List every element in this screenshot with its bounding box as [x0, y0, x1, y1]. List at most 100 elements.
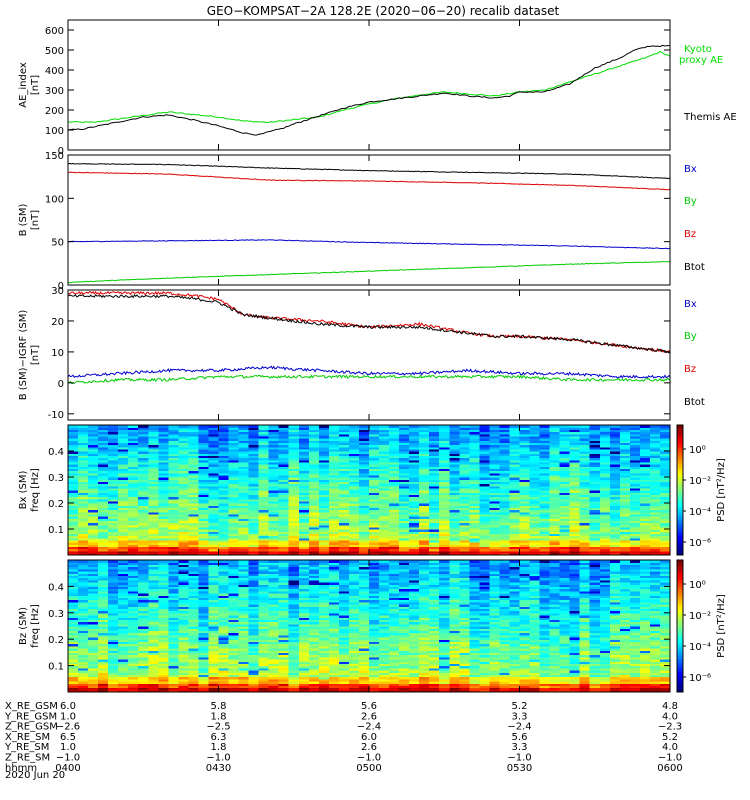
spectrogram-cell: [178, 575, 189, 579]
spectrogram-cell: [208, 639, 220, 642]
spectrogram-cell: [168, 619, 179, 623]
spectrogram-cell: [529, 490, 541, 493]
spectrogram-cell: [178, 451, 189, 454]
spectrogram-cell: [659, 511, 671, 515]
spectrogram-cell: [78, 564, 89, 568]
spectrogram-cell: [218, 571, 230, 574]
spectrogram-cell: [449, 457, 460, 461]
spectrogram-cell: [168, 654, 179, 658]
spectrogram-cell: [338, 535, 350, 539]
spectrogram-cell: [489, 464, 501, 467]
spectrogram-cell: [489, 529, 501, 532]
spectrogram-cell: [399, 448, 410, 452]
spectrogram-cell: [569, 431, 581, 435]
spectrogram-cell: [118, 451, 129, 454]
spectrogram-cell: [338, 496, 350, 500]
spectrogram-cell: [78, 632, 89, 636]
spectrogram-cell: [168, 685, 179, 689]
spectrogram-cell: [158, 546, 169, 550]
spectrogram-cell: [449, 542, 460, 545]
spectrogram-cell: [208, 552, 220, 556]
spectrogram-cell: [348, 498, 360, 502]
spectrogram-cell: [479, 537, 490, 541]
spectrogram-cell: [138, 464, 149, 467]
spectrogram-cell: [599, 531, 611, 534]
spectrogram-cell: [128, 641, 139, 645]
spectrogram-cell: [188, 509, 200, 513]
spectrogram-cell: [178, 466, 189, 469]
spectrogram-cell: [539, 531, 551, 534]
spectrogram-cell: [258, 520, 270, 524]
spectrogram-cell: [379, 531, 390, 534]
spectrogram-cell: [218, 546, 230, 550]
spectrogram-cell: [369, 435, 380, 439]
spectrogram-cell: [479, 461, 490, 465]
spectrogram-cell: [128, 477, 139, 480]
spectrogram-cell: [108, 524, 119, 528]
spectrogram-cell: [138, 457, 149, 461]
spectrogram-cell: [459, 438, 470, 441]
spectrogram-cell: [208, 446, 220, 450]
spectrogram-cell: [148, 639, 159, 642]
spectrogram-cell: [138, 610, 149, 614]
spectrogram-cell: [519, 524, 531, 528]
spectrogram-cell: [208, 503, 220, 506]
spectrogram-cell: [128, 542, 139, 545]
spectrogram-cell: [218, 608, 230, 612]
spectrogram-cell: [649, 464, 661, 467]
spectrogram-cell: [238, 566, 250, 570]
spectrogram-cell: [188, 663, 200, 667]
spectrogram-cell: [338, 546, 350, 550]
spectrogram-cell: [449, 505, 460, 508]
spectrogram-cell: [559, 552, 571, 556]
spectrogram-cell: [238, 516, 250, 519]
spectrogram-cell: [128, 606, 139, 609]
colorbar-step: [677, 457, 683, 462]
spectrogram-cell: [238, 604, 250, 607]
spectrogram-cell: [639, 453, 651, 456]
spectrogram-cell: [519, 494, 531, 498]
spectrogram-cell: [198, 689, 210, 693]
spectrogram-cell: [318, 483, 330, 487]
spectrogram-cell: [78, 672, 89, 675]
spectrogram-cell: [258, 619, 270, 623]
colorbar-tick-label: 10⁻⁶: [689, 538, 711, 549]
spectrogram-cell: [128, 438, 139, 441]
spectrogram-cell: [88, 617, 99, 620]
spectrogram-cell: [68, 597, 79, 601]
spectrogram-cell: [248, 597, 260, 601]
spectrogram-cell: [348, 461, 360, 465]
spectrogram-cell: [369, 464, 380, 467]
spectrogram-cell: [98, 568, 109, 572]
spectrogram-cell: [629, 457, 641, 461]
spectrogram-cell: [238, 522, 250, 526]
spectrogram-cell: [198, 579, 210, 583]
spectrogram-cell: [238, 667, 250, 671]
spectrogram-cell: [228, 606, 240, 609]
spectrogram-cell: [128, 531, 139, 534]
spectrogram-cell: [98, 683, 109, 686]
spectrogram-cell: [198, 588, 210, 592]
spectrogram-cell: [168, 433, 179, 437]
spectrogram-cell: [168, 552, 179, 556]
spectrogram-cell: [379, 492, 390, 495]
spectrogram-cell: [429, 505, 440, 508]
spectrogram-cell: [338, 505, 350, 508]
spectrogram-cell: [379, 494, 390, 498]
spectrogram-cell: [489, 531, 501, 534]
spectrogram-cell: [569, 535, 581, 539]
spectrogram-cell: [519, 466, 531, 469]
spectrogram-cell: [128, 444, 139, 448]
spectrogram-cell: [218, 490, 230, 493]
spectrogram-cell: [68, 531, 79, 534]
spectrogram-cell: [78, 451, 89, 454]
spectrogram-cell: [238, 639, 250, 642]
spectrogram-cell: [258, 608, 270, 612]
spectrogram-cell: [158, 650, 169, 653]
spectrogram-cell: [228, 573, 240, 576]
spectrogram-cell: [489, 490, 501, 493]
spectrogram-cell: [258, 509, 270, 513]
spectrogram-cell: [188, 645, 200, 649]
spectrogram-cell: [529, 470, 541, 474]
spectrogram-cell: [78, 492, 89, 495]
